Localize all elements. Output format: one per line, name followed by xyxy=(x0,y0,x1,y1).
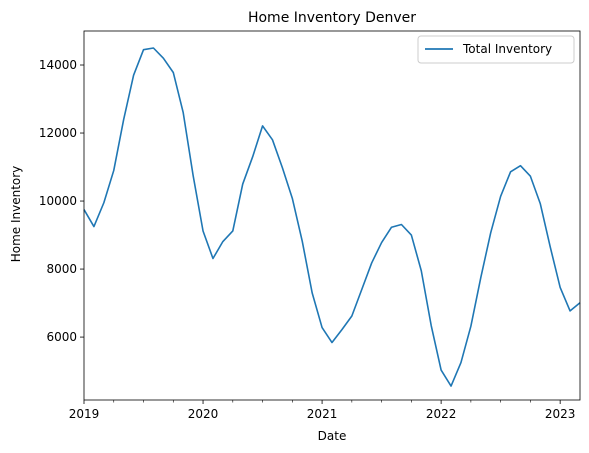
y-tick-label-14000: 14000 xyxy=(39,58,77,72)
x-axis-label: Date xyxy=(318,429,347,443)
x-tick-label-2020: 2020 xyxy=(188,407,219,421)
x-tick-label-2021: 2021 xyxy=(307,407,338,421)
y-tick-label-8000: 8000 xyxy=(46,262,77,276)
x-tick-label-2023: 2023 xyxy=(545,407,576,421)
x-tick-label-2022: 2022 xyxy=(426,407,457,421)
x-tick-label-2019: 2019 xyxy=(69,407,100,421)
legend: Total Inventory xyxy=(417,35,575,64)
plot-frame xyxy=(83,30,581,401)
legend-box xyxy=(417,35,575,64)
y-tick-label-12000: 12000 xyxy=(39,126,77,140)
y-tick-label-6000: 6000 xyxy=(46,330,77,344)
legend-label-total-inventory: Total Inventory xyxy=(462,42,552,56)
y-tick-label-10000: 10000 xyxy=(39,194,77,208)
y-axis-label: Home Inventory xyxy=(9,166,23,263)
plot-area: 6000 8000 10000 12000 14000 2019 2020 2021 2022 2… xyxy=(39,30,581,421)
chart-title: Home Inventory Denver xyxy=(248,10,416,26)
series-line-total-inventory xyxy=(83,47,581,387)
